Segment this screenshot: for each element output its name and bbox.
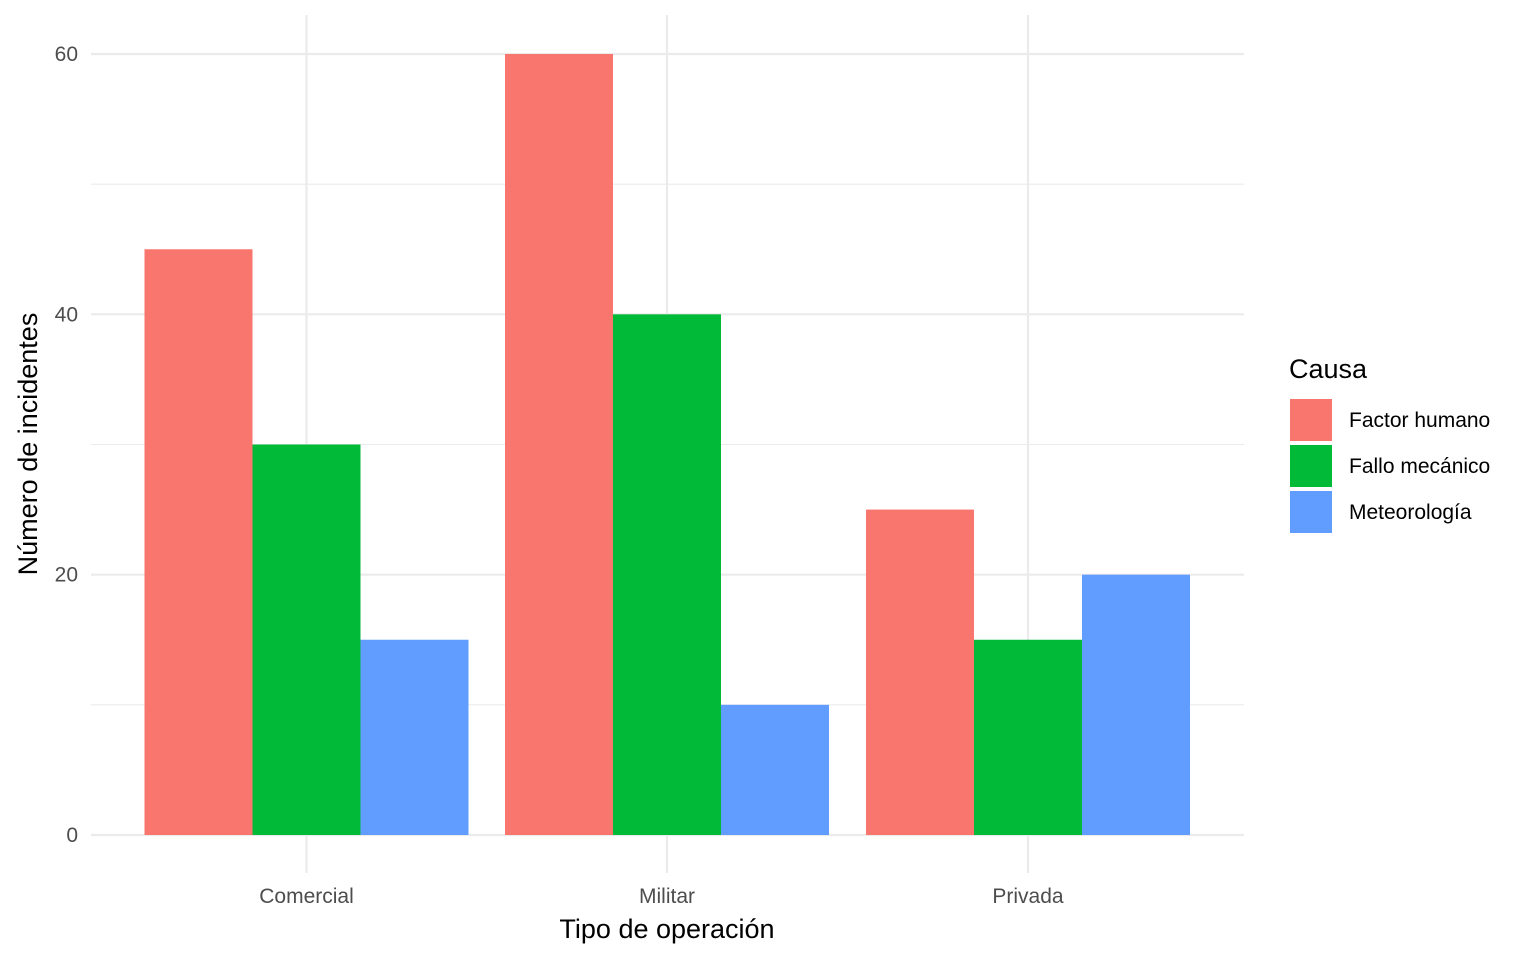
legend: Causa Factor humano Fallo mecánico Meteoro…: [1289, 354, 1490, 533]
bar: [360, 639, 469, 835]
bar: [721, 704, 829, 835]
x-tick-label: Militar: [639, 885, 695, 908]
y-tick-label: 20: [55, 564, 78, 587]
legend-key: [1290, 399, 1332, 441]
x-tick-label: Comercial: [259, 885, 354, 908]
legend-label: Meteorología: [1349, 501, 1472, 524]
legend-key: [1290, 491, 1332, 533]
y-axis-tick-labels: 0 20 40 60: [55, 43, 78, 847]
x-axis-tick-labels: Comercial Militar Privada: [259, 885, 1064, 908]
x-axis-title: Tipo de operación: [559, 914, 774, 944]
legend-title: Causa: [1289, 354, 1368, 384]
legend-label: Fallo mecánico: [1349, 455, 1490, 478]
legend-key: [1290, 445, 1332, 487]
y-tick-label: 40: [55, 303, 78, 326]
bar: [613, 314, 721, 835]
bar: [505, 54, 613, 835]
bar: [252, 444, 361, 835]
bar: [866, 509, 974, 835]
y-axis-title: Número de incidentes: [13, 313, 43, 576]
bar: [974, 639, 1082, 835]
legend-items: Factor humano Fallo mecánico Meteorología: [1290, 399, 1490, 533]
x-tick-label: Privada: [992, 885, 1064, 908]
bars: [144, 54, 1190, 835]
y-tick-label: 0: [66, 824, 78, 847]
legend-label: Factor humano: [1349, 409, 1490, 432]
bar: [1082, 574, 1190, 835]
y-tick-label: 60: [55, 43, 78, 66]
bar: [144, 249, 253, 835]
